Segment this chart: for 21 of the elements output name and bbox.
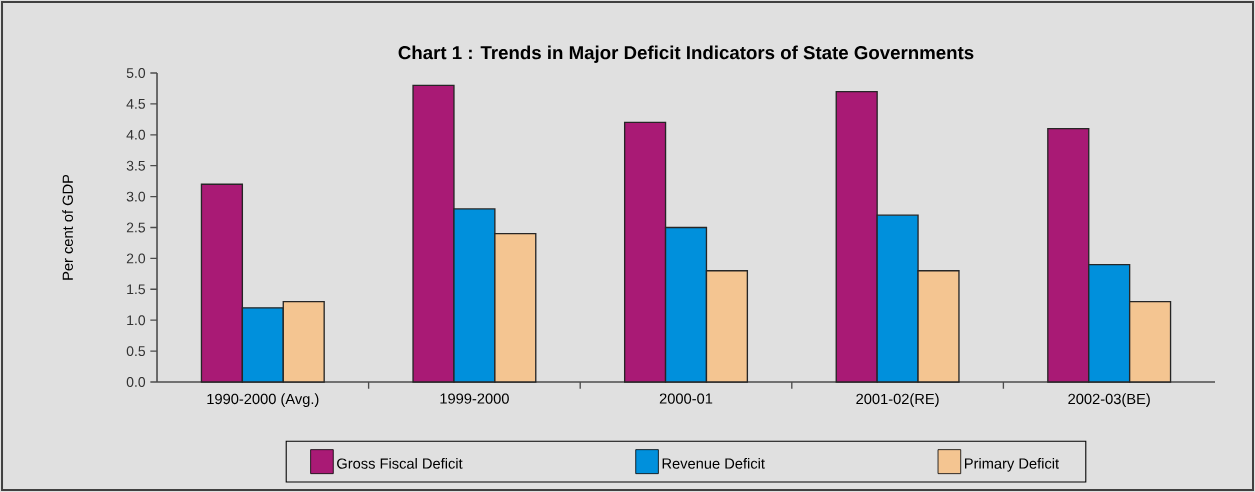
legend-label: Gross Fiscal Deficit [337, 457, 463, 469]
x-tick-label: 2001-02(RE) [856, 393, 939, 408]
y-tick-label: 1.0 [127, 315, 146, 326]
x-tick-label: 1999-2000 [440, 393, 509, 404]
x-tick-label: 2002-03(BE) [1068, 393, 1150, 408]
y-tick-label: 0.5 [126, 346, 146, 357]
legend-label: Primary Deficit [964, 457, 1059, 472]
legend-label: Revenue Deficit [662, 457, 765, 469]
y-tick-label: 5.0 [126, 68, 146, 78]
y-tick-label: 3.5 [126, 160, 146, 171]
y-tick-label: 0.0 [126, 377, 146, 387]
y-axis-title: Per cent of GDP [62, 174, 73, 280]
y-tick-label: 4.5 [126, 99, 146, 109]
chart-title: Chart 1 : Trends in Major Deficit Indicators of State Governments [398, 45, 974, 63]
x-tick-label: 1990-2000 (Avg.) [207, 393, 319, 408]
y-tick-label: 2.5 [126, 222, 146, 233]
y-tick-label: 4.0 [126, 129, 146, 140]
y-tick-label: 3.0 [126, 191, 146, 202]
x-tick-label: 2000-01 [659, 393, 713, 404]
y-tick-label: 2.0 [126, 253, 146, 264]
y-tick-label: 1.5 [127, 284, 146, 295]
